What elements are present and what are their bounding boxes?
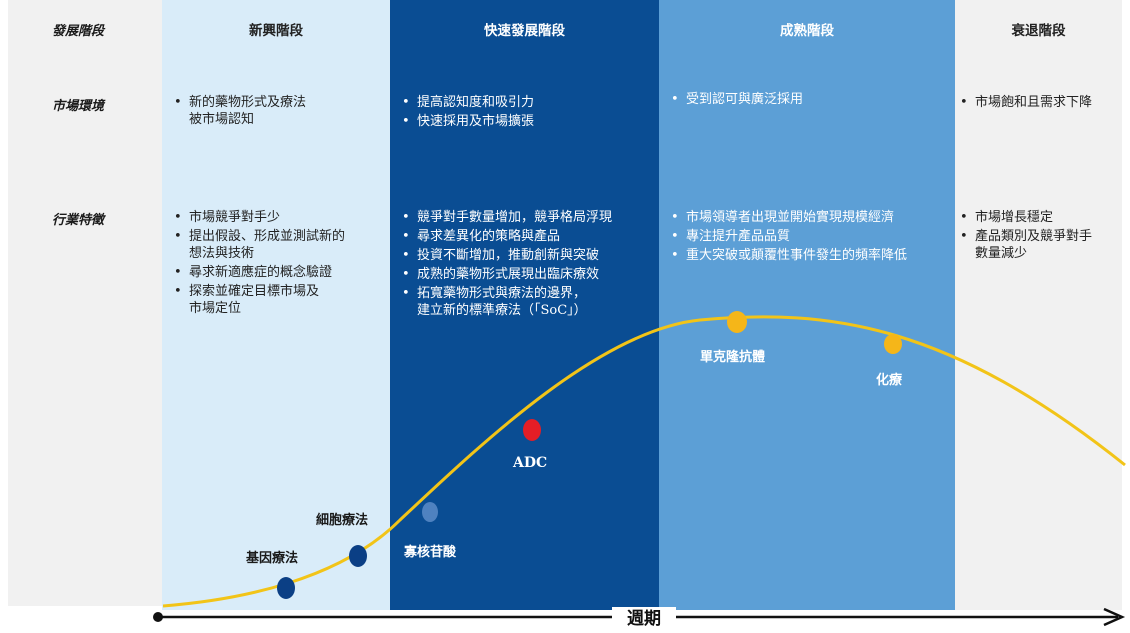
marker-cell-therapy bbox=[349, 545, 367, 567]
emerging-characteristics-list: 市場競爭對手少提出假設、形成並測試新的想法與技術尋求新適應症的概念驗證探索並確定… bbox=[172, 209, 386, 317]
mature-environment-list: 受到認可與廣泛採用 bbox=[669, 91, 951, 108]
lifecycle-curve bbox=[162, 315, 1126, 608]
stage-title-decline: 衰退階段 bbox=[1011, 23, 1066, 39]
marker-monoclonal-antibody bbox=[727, 311, 747, 333]
marker-adc bbox=[523, 419, 541, 441]
bullet-item: 市場競爭對手少 bbox=[172, 209, 386, 226]
timeline-arrow-head bbox=[1103, 607, 1126, 627]
row-label-characteristics: 行業特徵 bbox=[52, 213, 105, 228]
stage-title-mature: 成熟階段 bbox=[780, 23, 834, 39]
stage-title-emerging: 新興階段 bbox=[249, 23, 303, 39]
decline-characteristics-list: 市場增長穩定產品類別及競爭對手數量減少 bbox=[958, 209, 1120, 262]
decline-environment-list: 市場飽和且需求下降 bbox=[958, 94, 1120, 111]
marker-label-oligonucleotide: 寡核苷酸 bbox=[404, 545, 457, 560]
marker-label-gene-therapy: 基因療法 bbox=[246, 551, 299, 566]
bullet-item: 拓寬藥物形式與療法的邊界，建立新的標準療法（「SoC」） bbox=[400, 285, 655, 319]
bullet-item: 快速採用及市場擴張 bbox=[400, 113, 655, 130]
bullet-item: 尋求新適應症的概念驗證 bbox=[172, 264, 386, 281]
bullet-item: 重大突破或顛覆性事件發生的頻率降低 bbox=[669, 247, 953, 264]
marker-label-cell-therapy: 細胞療法 bbox=[316, 513, 369, 528]
bullet-item: 市場增長穩定 bbox=[958, 209, 1120, 226]
stage-title-rapid-growth: 快速發展階段 bbox=[484, 23, 565, 39]
bullet-item: 市場領導者出現並開始實現規模經濟 bbox=[669, 209, 953, 226]
timeline-axis-origin-dot bbox=[153, 612, 163, 622]
bullet-item: 成熟的藥物形式展現出臨床療效 bbox=[400, 266, 655, 283]
bullet-item: 提高認知度和吸引力 bbox=[400, 94, 655, 111]
mature-characteristics-list: 市場領導者出現並開始實現規模經濟專注提升產品品質重大突破或顛覆性事件發生的頻率降… bbox=[669, 209, 953, 264]
marker-label-chemotherapy: 化療 bbox=[876, 373, 903, 388]
bullet-item: 尋求差異化的策略與產品 bbox=[400, 228, 655, 245]
bullet-item: 市場飽和且需求下降 bbox=[958, 94, 1120, 111]
bullet-item: 投資不斷增加，推動創新與突破 bbox=[400, 247, 655, 264]
row-label-stage: 發展階段 bbox=[52, 24, 105, 39]
bullet-item: 專注提升產品品質 bbox=[669, 228, 953, 245]
rapid-growth-environment-list: 提高認知度和吸引力快速採用及市場擴張 bbox=[400, 94, 655, 130]
axis-label-cycle: 週期 bbox=[612, 607, 676, 631]
marker-label-monoclonal-antibody: 單克隆抗體 bbox=[700, 350, 766, 365]
bullet-item: 受到認可與廣泛採用 bbox=[669, 91, 951, 108]
marker-oligonucleotide bbox=[422, 502, 438, 522]
marker-chemotherapy bbox=[884, 334, 902, 354]
bullet-item: 競爭對手數量增加，競爭格局浮現 bbox=[400, 209, 655, 226]
row-label-environment: 市場環境 bbox=[52, 99, 105, 114]
marker-label-adc: ADC bbox=[513, 455, 548, 471]
rapid-growth-characteristics-list: 競爭對手數量增加，競爭格局浮現尋求差異化的策略與產品投資不斷增加，推動創新與突破… bbox=[400, 209, 655, 319]
marker-gene-therapy bbox=[277, 577, 295, 599]
